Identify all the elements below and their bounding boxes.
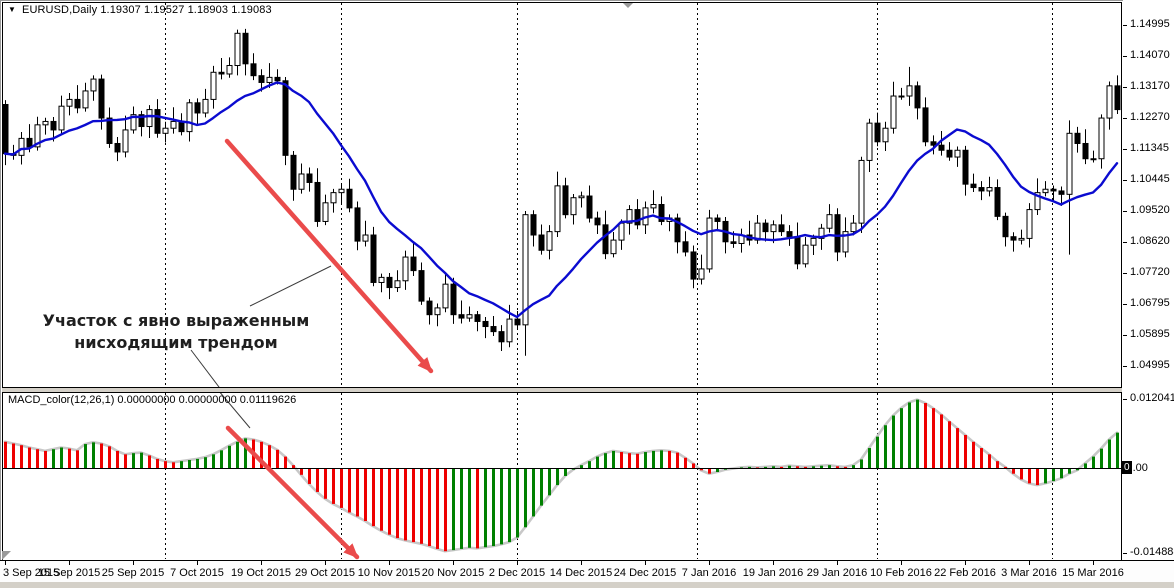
macd-indicator-title: MACD_color(12,26,1) 0.00000000 0.0000000… [8,394,297,406]
chart-title-text: EURUSD,Daily 1.19307 1.19527 1.18903 1.1… [22,4,272,16]
price-axis-label: 1.10445 [1130,173,1170,185]
time-axis-label: 25 Sep 2015 [101,567,165,579]
price-axis-label: 1.14995 [1130,18,1170,30]
time-axis-label: 7 Oct 2015 [170,567,224,579]
price-axis-label: 1.06795 [1130,297,1170,309]
time-axis-tick [837,561,838,565]
macd-envelope-line [3,398,1119,553]
price-axis-tick [1123,87,1127,88]
price-axis-tick [1123,366,1127,367]
price-axis-tick [1123,335,1127,336]
time-axis-tick [325,561,326,565]
time-axis-tick [5,561,6,565]
month-separators-macd [165,393,1053,559]
price-axis-tick [1123,242,1127,243]
trend-arrow-macd[interactable] [225,425,360,560]
time-axis-tick [901,561,902,565]
time-axis-tick [197,561,198,565]
price-axis-tick [1123,56,1127,57]
pane-splitter[interactable] [2,388,1122,392]
price-axis[interactable]: 1.14995 1.14070 1.13170 1.12270 1.11345 1.104… [1123,0,1174,560]
price-axis-label: 1.11345 [1130,142,1169,154]
time-axis-label: 22 Feb 2016 [934,567,996,579]
price-axis-tick [1123,118,1127,119]
time-axis-tick [133,561,134,565]
moving-average-line [3,81,1119,319]
macd-axis-tick-min [1123,553,1127,554]
time-axis-label: 29 Jan 2016 [806,567,868,579]
time-axis-label: 3 Mar 2016 [1001,567,1057,579]
time-axis-tick [69,561,70,565]
window-bottom-strip [0,582,1174,588]
collapse-triangle-icon[interactable]: ▼ [8,5,17,14]
price-axis-tick [1123,25,1127,26]
window-collapse-arrow-icon[interactable] [623,3,633,8]
macd-zero-digit: 0 [1122,461,1132,474]
time-axis-label: 24 Dec 2015 [613,567,677,579]
time-axis-tick [1029,561,1030,565]
time-axis[interactable]: 3 Sep 2015 15 Sep 2015 25 Sep 2015 7 Oct 20… [0,560,1174,588]
price-axis-label: 1.09520 [1130,204,1170,216]
main-chart-canvas[interactable] [2,2,1122,388]
price-axis-tick [1123,149,1127,150]
time-axis-label: 10 Feb 2016 [870,567,932,579]
annotation-callout-line-upper [249,265,332,307]
trend-arrow-main[interactable] [224,138,434,374]
price-axis-label: 1.14070 [1130,49,1170,61]
time-axis-label: 19 Oct 2015 [231,567,291,579]
time-axis-tick [517,561,518,565]
price-axis-tick [1123,211,1127,212]
price-axis-label: 1.05895 [1130,328,1170,340]
macd-current-value: 0.00 [1122,461,1148,474]
time-axis-label: 19 Jan 2016 [742,567,804,579]
time-axis-label: 3 Sep 2015 [3,567,60,579]
price-axis-label: 1.12270 [1130,111,1170,123]
time-axis-label: 15 Sep 2015 [37,567,101,579]
macd-axis-min-label: -0.014888 [1130,546,1174,558]
main-pane-border [2,2,1122,388]
time-axis-label: 2 Dec 2015 [488,567,546,579]
time-axis-tick [965,561,966,565]
time-axis-label: 14 Dec 2015 [549,567,613,579]
price-axis-label: 1.07720 [1130,266,1170,278]
price-axis-tick [1123,304,1127,305]
time-axis-tick [581,561,582,565]
trend-annotation-line2: нисходящим трендом [74,333,278,352]
corner-grip-icon [2,551,11,560]
time-axis-label: 7 Jan 2016 [681,567,737,579]
time-axis-label: 20 Nov 2015 [421,567,485,579]
time-axis-tick [1093,561,1094,565]
time-axis-tick [389,561,390,565]
candlesticks [2,28,1121,356]
time-axis-tick [261,561,262,565]
chart-title: ▼ EURUSD,Daily 1.19307 1.19527 1.18903 1.… [8,4,272,16]
macd-indicator-canvas[interactable] [2,392,1122,560]
time-axis-label: 15 Mar 2016 [1062,567,1124,579]
annotation-callout-line-lower-a [190,349,221,388]
macd-zero-decimals: .00 [1132,461,1148,474]
time-axis-label: 29 Oct 2015 [295,567,355,579]
annotation-callout-line-lower-b [219,392,251,429]
price-axis-label: 1.13170 [1130,80,1170,92]
price-axis-label: 1.04995 [1130,359,1170,371]
trend-annotation: Участок с явно выраженным нисходящим тре… [40,310,312,354]
price-axis-tick [1123,273,1127,274]
time-axis-tick [453,561,454,565]
macd-pane-border [2,392,1122,560]
time-axis-tick [645,561,646,565]
macd-axis-tick-max [1123,399,1127,400]
time-axis-tick [773,561,774,565]
macd-axis-max-label: 0.0120417 [1130,392,1174,404]
price-axis-tick [1123,180,1127,181]
price-axis-label: 1.08620 [1130,235,1170,247]
time-axis-label: 10 Nov 2015 [357,567,421,579]
trend-annotation-line1: Участок с явно выраженным [42,311,310,330]
time-axis-tick [709,561,710,565]
